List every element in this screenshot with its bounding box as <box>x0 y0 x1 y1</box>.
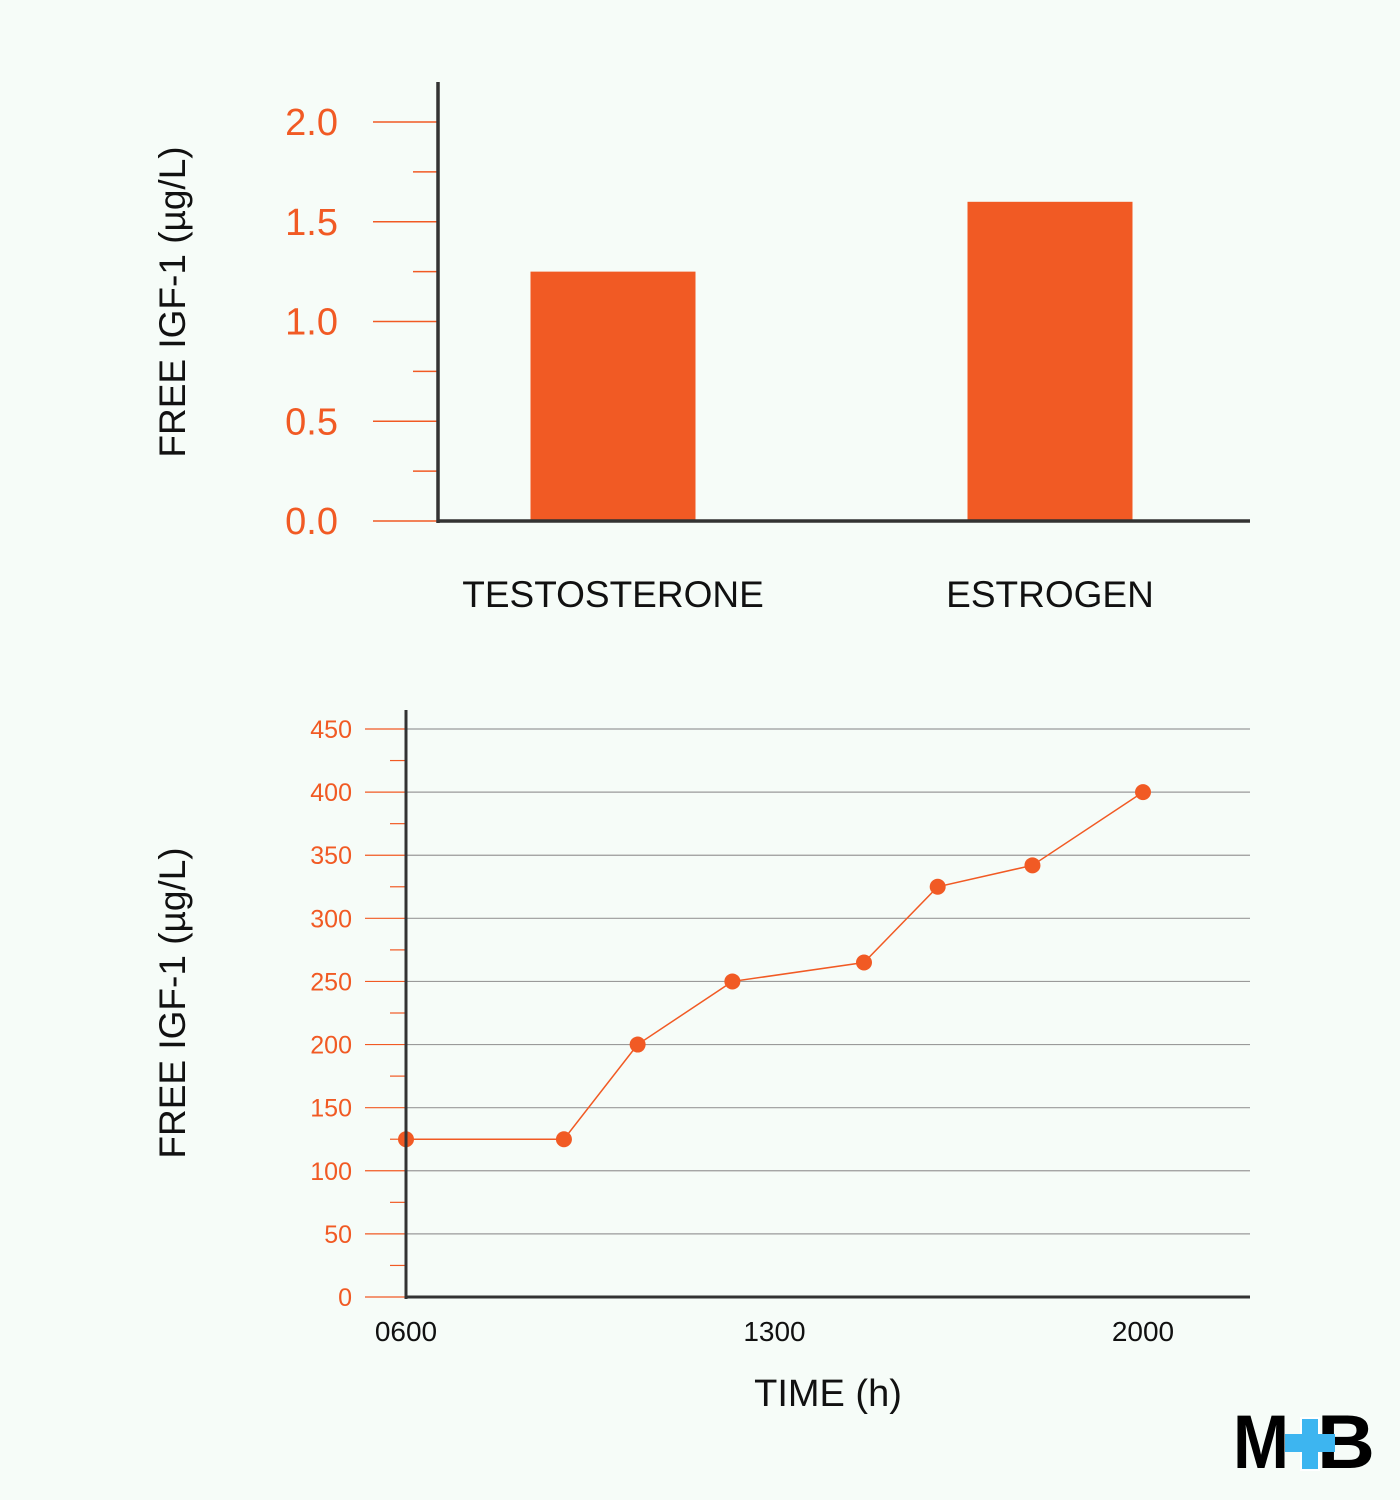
bar-y-tick-label: 1.5 <box>285 202 338 244</box>
line-y-tick-label: 100 <box>310 1158 352 1186</box>
line-y-tick-label: 50 <box>324 1221 352 1249</box>
line-x-tick-label: 1300 <box>743 1316 805 1347</box>
bar-x-label: ESTROGEN <box>946 574 1154 615</box>
line-x-axis-label: TIME (h) <box>754 1373 902 1415</box>
line-x-tick-label: 2000 <box>1112 1316 1174 1347</box>
line-point <box>629 1036 646 1053</box>
line-y-tick-label: 150 <box>310 1095 352 1123</box>
bar-y-tick-label: 1.0 <box>285 302 338 344</box>
bar-y-tick-label: 0.5 <box>285 401 338 443</box>
line-series <box>406 791 1144 1140</box>
line-point <box>555 1131 572 1148</box>
bar-y-tick-label: 2.0 <box>285 102 338 144</box>
svg-text:M: M <box>1233 1408 1289 1472</box>
line-point <box>724 973 741 990</box>
line-point <box>929 878 946 895</box>
line-point <box>855 954 872 971</box>
bar-testosterone <box>530 271 696 521</box>
bar-y-axis-label: FREE IGF-1 (µg/L) <box>152 146 193 457</box>
line-y-tick-label: 200 <box>310 1032 352 1060</box>
line-y-tick-label: 450 <box>310 716 352 744</box>
line-y-axis-label: FREE IGF-1 (µg/L) <box>152 847 193 1158</box>
bar-y-tick-label: 0.0 <box>285 501 338 543</box>
line-y-tick-label: 400 <box>310 779 352 807</box>
mb-logo: M B <box>1233 1408 1375 1472</box>
line-y-tick-label: 250 <box>310 968 352 996</box>
line-point <box>1024 857 1041 874</box>
line-y-tick-label: 350 <box>310 842 352 870</box>
line-y-tick-label: 300 <box>310 905 352 933</box>
line-y-tick-label: 0 <box>338 1284 352 1312</box>
bar-estrogen <box>967 201 1133 522</box>
line-x-tick-label: 0600 <box>375 1316 437 1347</box>
bar-x-label: TESTOSTERONE <box>462 574 764 615</box>
line-point <box>1135 784 1151 801</box>
